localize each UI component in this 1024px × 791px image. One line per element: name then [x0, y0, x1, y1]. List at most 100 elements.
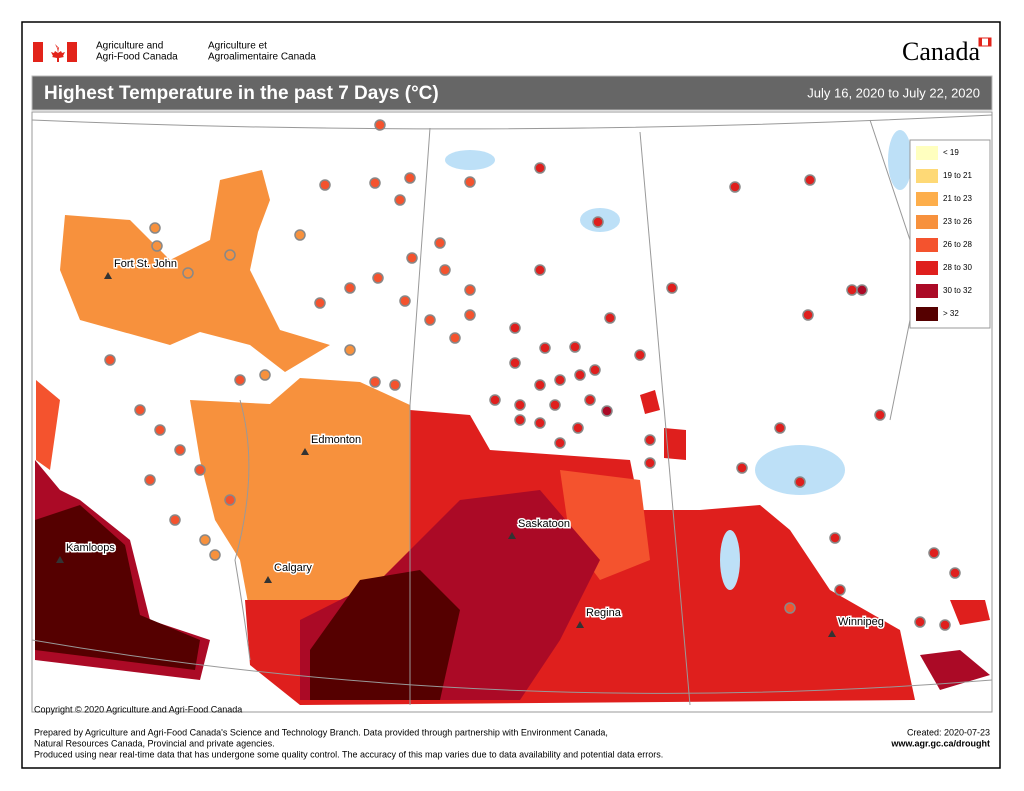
station [928, 547, 940, 559]
station [572, 422, 584, 434]
station [534, 162, 546, 174]
station [514, 399, 526, 411]
station [914, 616, 926, 628]
station [589, 364, 601, 376]
station [406, 252, 418, 264]
city-label: Edmonton [311, 434, 361, 446]
station [394, 194, 406, 206]
station [784, 602, 796, 614]
station [151, 240, 163, 252]
city-label: Regina [586, 607, 622, 619]
station [169, 514, 181, 526]
date-range: July 16, 2020 to July 22, 2020 [807, 85, 980, 100]
temperature-region [950, 600, 990, 625]
station [939, 619, 951, 631]
station [464, 309, 476, 321]
city-marker [508, 532, 516, 539]
station [344, 282, 356, 294]
station [584, 394, 596, 406]
legend-swatch [916, 238, 938, 252]
station [509, 322, 521, 334]
station [644, 457, 656, 469]
city-marker [828, 630, 836, 637]
station [666, 282, 678, 294]
agency-fr: Agriculture et [208, 41, 267, 52]
agency-fr: Agroalimentaire Canada [208, 52, 316, 63]
legend-swatch [916, 169, 938, 183]
station [399, 295, 411, 307]
url: www.agr.gc.ca/drought [890, 738, 990, 748]
station [194, 464, 206, 476]
temperature-region [60, 170, 330, 372]
station [259, 369, 271, 381]
city-label: Fort St. John [114, 258, 177, 270]
station [569, 341, 581, 353]
legend-swatch [916, 307, 938, 321]
legend-label: 28 to 30 [943, 263, 972, 272]
station [182, 267, 194, 279]
station [534, 264, 546, 276]
temperature-region [640, 390, 660, 414]
legend-swatch [916, 146, 938, 160]
city-label: Calgary [274, 562, 312, 574]
station [449, 332, 461, 344]
legend-label: 26 to 28 [943, 240, 972, 249]
station [846, 284, 858, 296]
station [874, 409, 886, 421]
temperature-region [35, 505, 200, 670]
temperature-region [664, 428, 686, 460]
temperature-region [310, 570, 460, 700]
station [856, 284, 868, 296]
station [634, 349, 646, 361]
city-marker [56, 556, 64, 563]
station [209, 549, 221, 561]
temperature-region [190, 378, 410, 640]
station [149, 222, 161, 234]
station [574, 369, 586, 381]
station [154, 424, 166, 436]
station [404, 172, 416, 184]
station [224, 249, 236, 261]
station [464, 284, 476, 296]
station [601, 405, 613, 417]
map: Fort St. John Edmonton Calgary Kamloops Sask… [32, 112, 992, 712]
city-marker [104, 272, 112, 279]
footer-line: Natural Resources Canada, Provincial and… [34, 738, 275, 748]
station [434, 237, 446, 249]
station [949, 567, 961, 579]
station [104, 354, 116, 366]
legend-swatch [916, 192, 938, 206]
station [604, 312, 616, 324]
station [834, 584, 846, 596]
station [294, 229, 306, 241]
city-label: Saskatoon [518, 518, 570, 530]
lakes [445, 130, 912, 590]
station [539, 342, 551, 354]
station [509, 357, 521, 369]
legend-label: 19 to 21 [943, 171, 972, 180]
station [729, 181, 741, 193]
footer-line: Produced using near real-time data that … [34, 749, 663, 759]
legend-swatch [916, 261, 938, 275]
city-label: Kamloops [66, 542, 115, 554]
station [804, 174, 816, 186]
temperature-regions [35, 170, 990, 705]
legend-swatch [916, 215, 938, 229]
station [534, 417, 546, 429]
station [644, 434, 656, 446]
station [774, 422, 786, 434]
borders [32, 114, 992, 706]
city-marker [576, 621, 584, 628]
legend-box [909, 139, 991, 329]
title: Highest Temperature in the past 7 Days (… [44, 83, 439, 104]
legend-label: < 19 [943, 148, 959, 157]
station [224, 494, 236, 506]
agency-en: Agriculture and [96, 41, 163, 52]
station [554, 374, 566, 386]
city-label: Winnipeg [838, 616, 884, 628]
station [314, 297, 326, 309]
legend-label: 21 to 23 [943, 194, 972, 203]
